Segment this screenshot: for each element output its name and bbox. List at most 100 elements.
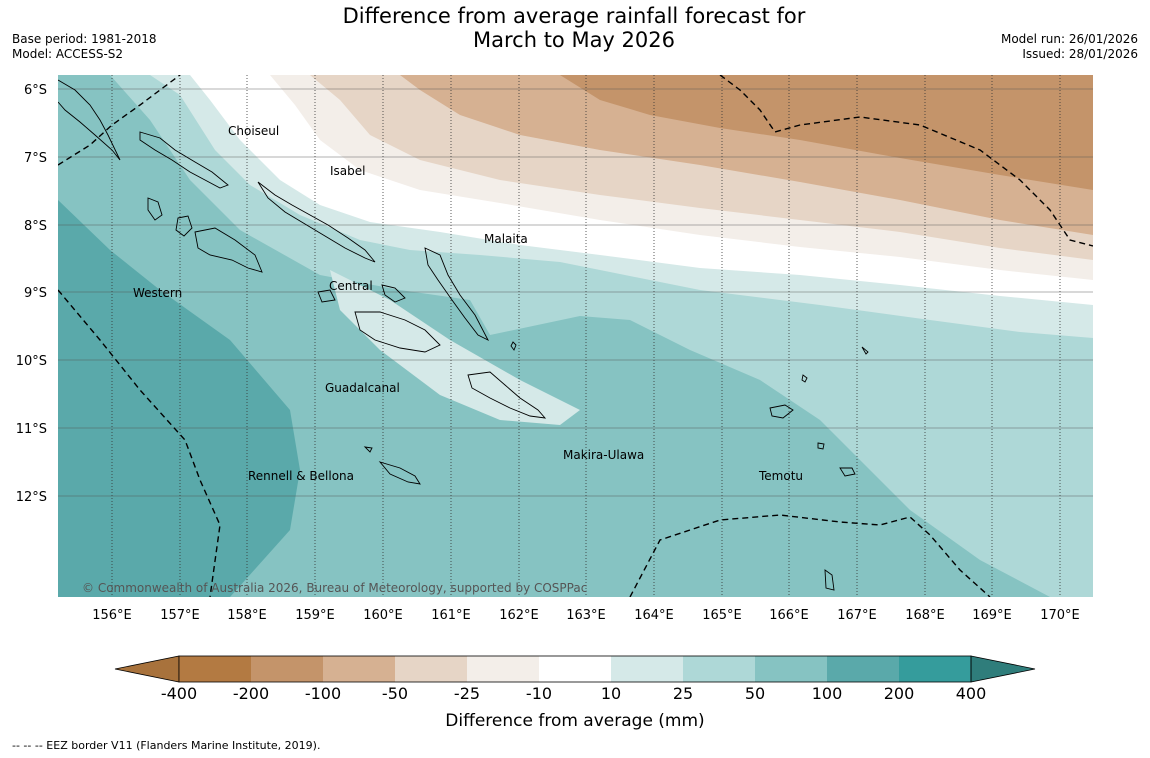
map-plot-area: Choiseul Isabel Malaita Central Western … — [58, 75, 1093, 597]
colorbar-segment — [899, 656, 971, 682]
latitude-gridlines — [58, 88, 1093, 497]
small-island-b — [801, 374, 808, 383]
copyright-notice: © Commonwealth of Australia 2026, Bureau… — [82, 581, 587, 595]
rennell-coast — [378, 461, 421, 485]
colorbar-segment — [755, 656, 827, 682]
region-label-malaita: Malaita — [484, 232, 528, 246]
region-label-isabel: Isabel — [330, 164, 365, 178]
colorbar-tick: 50 — [745, 684, 765, 703]
colorbar-tick: 200 — [884, 684, 915, 703]
model-run: Model run: 26/01/2026 — [1000, 32, 1138, 46]
base-period: Base period: 1981-2018 — [12, 32, 157, 46]
region-label-central: Central — [329, 279, 373, 293]
lon-label: 167°E — [837, 608, 877, 623]
lon-label: 160°E — [363, 608, 403, 623]
lat-label: 11°S — [16, 422, 47, 437]
contour-band-200-400 — [58, 200, 300, 597]
choiseul-coast — [139, 131, 229, 189]
colorbar-segment — [179, 656, 251, 682]
lon-label: 169°E — [972, 608, 1012, 623]
colorbar-tick: 25 — [673, 684, 693, 703]
guadalcanal-coast — [354, 311, 441, 353]
colorbar-segment — [683, 656, 755, 682]
contour-tongue-guadalcanal — [330, 270, 580, 425]
model-name: Model: ACCESS-S2 — [12, 47, 124, 61]
lon-label: 161°E — [431, 608, 471, 623]
lon-label: 162°E — [499, 608, 539, 623]
lon-label: 168°E — [905, 608, 945, 623]
title-line-1: Difference from average rainfall forecas… — [342, 4, 806, 28]
region-label-temotu: Temotu — [758, 469, 803, 483]
issued-date: Issued: 28/01/2026 — [1022, 47, 1138, 61]
lon-label: 164°E — [634, 608, 674, 623]
lon-label: 156°E — [92, 608, 132, 623]
region-label-guadalcanal: Guadalcanal — [325, 381, 400, 395]
chart-title: Difference from average rainfall forecas… — [300, 4, 848, 52]
colorbar-segment — [395, 656, 467, 682]
colorbar: -400 -200 -100 -50 -25 -10 10 25 50 100 … — [114, 655, 1036, 731]
isabel-coast — [257, 181, 376, 263]
contour-band-minus100-minus200 — [560, 75, 1093, 190]
colorbar-segment — [539, 656, 611, 682]
colorbar-segment — [611, 656, 683, 682]
region-label-makira-ulawa: Makira-Ulawa — [563, 448, 644, 462]
colorbar-tick: -10 — [526, 684, 552, 703]
longitude-gridlines — [111, 75, 1061, 597]
meta-left: Base period: 1981-2018 Model: ACCESS-S2 — [12, 32, 157, 62]
malaita-coast — [424, 247, 490, 342]
eez-footnote: -- -- -- EEZ border V11 (Flanders Marine… — [12, 739, 321, 752]
region-label-western: Western — [133, 286, 182, 300]
colorbar-segment — [251, 656, 323, 682]
region-label-rennell-bellona: Rennell & Bellona — [248, 469, 354, 483]
lon-label: 158°E — [227, 608, 267, 623]
bellona-coast — [363, 446, 373, 453]
lon-label: 163°E — [566, 608, 606, 623]
longitude-labels: 156°E 157°E 158°E 159°E 160°E 161°E 162°… — [92, 608, 1080, 623]
colorbar-tick: 10 — [601, 684, 621, 703]
colorbar-tick: 400 — [956, 684, 987, 703]
eez-border — [58, 75, 1093, 597]
title-line-2: March to May 2026 — [473, 28, 675, 52]
colorbar-outline — [178, 655, 972, 683]
lat-label: 6°S — [24, 83, 47, 98]
small-island-c — [861, 346, 869, 355]
lat-label: 12°S — [16, 490, 47, 505]
russell-islands-coast — [317, 289, 336, 303]
colorbar-tick: -200 — [233, 684, 269, 703]
colorbar-tick: -50 — [382, 684, 408, 703]
vella-lavella-coast — [147, 197, 163, 221]
colorbar-segment — [827, 656, 899, 682]
region-label-choiseul: Choiseul — [228, 124, 279, 138]
colorbar-title: Difference from average (mm) — [445, 711, 704, 731]
tinakula-coast — [817, 442, 825, 450]
new-georgia-coast — [194, 227, 263, 273]
colorbar-tick: -400 — [161, 684, 197, 703]
lon-label: 170°E — [1040, 608, 1080, 623]
colorbar-arrow-low — [114, 655, 180, 683]
kolombangara-coast — [175, 215, 193, 237]
makira-coast — [467, 371, 547, 419]
reef-islands-coast — [839, 467, 856, 477]
anuta-coast — [824, 569, 835, 591]
small-island-a — [510, 341, 517, 351]
lat-label: 10°S — [16, 354, 47, 369]
latitude-labels: 6°S 7°S 8°S 9°S 10°S 11°S 12°S — [16, 83, 47, 505]
lon-label: 159°E — [295, 608, 335, 623]
lon-label: 157°E — [160, 608, 200, 623]
nggela-coast — [381, 284, 406, 303]
colorbar-segment — [323, 656, 395, 682]
colorbar-tick: 100 — [812, 684, 843, 703]
lon-label: 165°E — [702, 608, 742, 623]
lon-label: 166°E — [769, 608, 809, 623]
meta-right: Model run: 26/01/2026 Issued: 28/01/2026 — [1001, 32, 1138, 62]
island-coastlines — [58, 79, 869, 591]
colorbar-tick: -100 — [305, 684, 341, 703]
colorbar-tick: -25 — [454, 684, 480, 703]
bougainville-coast — [58, 79, 121, 161]
lat-label: 9°S — [24, 286, 47, 301]
colorbar-segment — [467, 656, 539, 682]
santa-cruz-coast — [769, 404, 794, 419]
lat-label: 7°S — [24, 151, 47, 166]
colorbar-arrow-high — [970, 655, 1036, 683]
